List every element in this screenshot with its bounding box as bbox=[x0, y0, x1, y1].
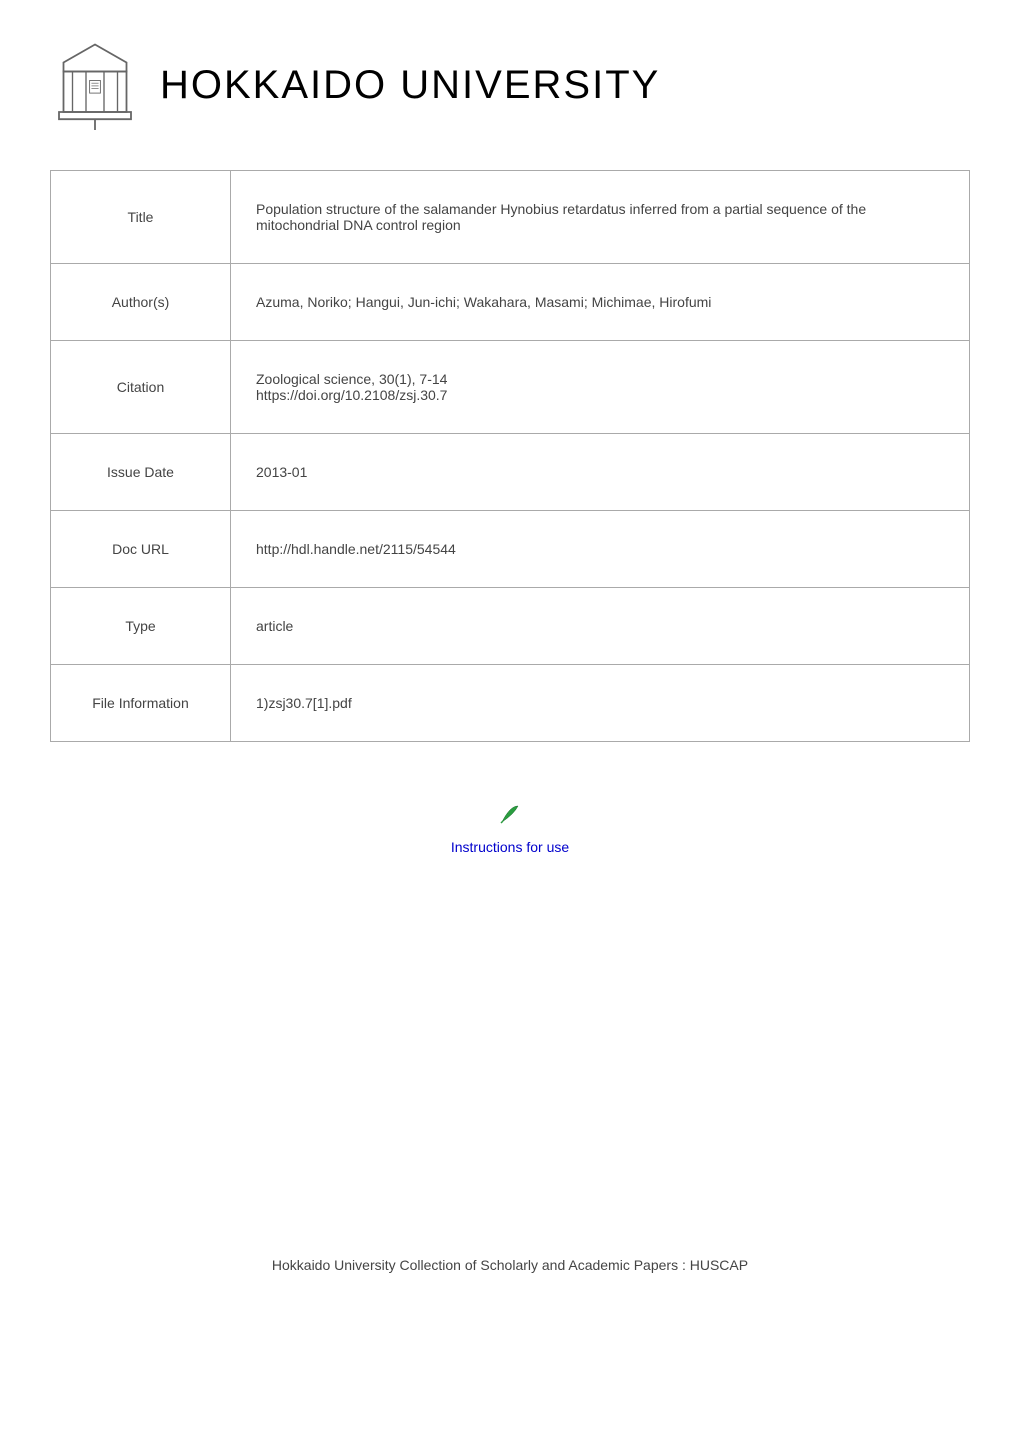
metadata-table-body: TitlePopulation structure of the salaman… bbox=[51, 171, 970, 742]
university-name: HOKKAIDO UNIVERSITY bbox=[160, 63, 660, 108]
metadata-label: Issue Date bbox=[51, 434, 231, 511]
table-row: CitationZoological science, 30(1), 7-14 … bbox=[51, 341, 970, 434]
metadata-value: Zoological science, 30(1), 7-14 https://… bbox=[231, 341, 970, 434]
metadata-label: Title bbox=[51, 171, 231, 264]
table-row: Doc URLhttp://hdl.handle.net/2115/54544 bbox=[51, 511, 970, 588]
metadata-label: Type bbox=[51, 588, 231, 665]
table-row: Typearticle bbox=[51, 588, 970, 665]
table-row: Author(s)Azuma, Noriko; Hangui, Jun-ichi… bbox=[51, 264, 970, 341]
metadata-value: 2013-01 bbox=[231, 434, 970, 511]
university-logo bbox=[50, 40, 140, 130]
page-header: HOKKAIDO UNIVERSITY bbox=[50, 40, 970, 130]
metadata-value: Azuma, Noriko; Hangui, Jun-ichi; Wakahar… bbox=[231, 264, 970, 341]
metadata-value: article bbox=[231, 588, 970, 665]
metadata-value: http://hdl.handle.net/2115/54544 bbox=[231, 511, 970, 588]
metadata-value: 1)zsj30.7[1].pdf bbox=[231, 665, 970, 742]
table-row: Issue Date2013-01 bbox=[51, 434, 970, 511]
instructions-block: Instructions for use bbox=[50, 802, 970, 857]
instructions-link[interactable]: Instructions for use bbox=[451, 839, 569, 855]
metadata-table: TitlePopulation structure of the salaman… bbox=[50, 170, 970, 742]
table-row: File Information1)zsj30.7[1].pdf bbox=[51, 665, 970, 742]
metadata-label: Author(s) bbox=[51, 264, 231, 341]
metadata-label: Doc URL bbox=[51, 511, 231, 588]
metadata-label: File Information bbox=[51, 665, 231, 742]
metadata-value: Population structure of the salamander H… bbox=[231, 171, 970, 264]
table-row: TitlePopulation structure of the salaman… bbox=[51, 171, 970, 264]
page-footer: Hokkaido University Collection of Schola… bbox=[50, 1257, 970, 1293]
leaf-icon bbox=[498, 802, 522, 826]
metadata-label: Citation bbox=[51, 341, 231, 434]
